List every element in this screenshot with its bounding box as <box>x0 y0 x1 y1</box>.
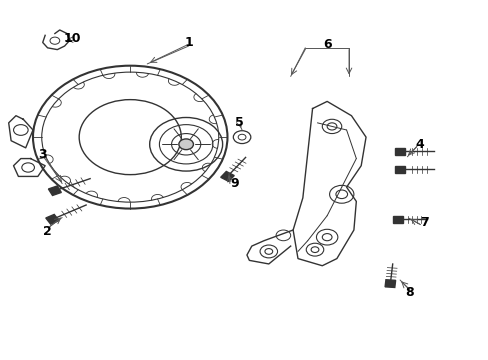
Text: 2: 2 <box>43 225 52 238</box>
Text: 1: 1 <box>184 36 193 49</box>
Polygon shape <box>220 171 234 181</box>
Text: 4: 4 <box>414 138 423 151</box>
Text: 5: 5 <box>235 116 244 129</box>
Polygon shape <box>48 186 61 195</box>
Polygon shape <box>46 215 59 224</box>
Polygon shape <box>394 148 404 155</box>
Polygon shape <box>392 216 402 223</box>
Text: 6: 6 <box>322 38 331 51</box>
Circle shape <box>179 139 193 150</box>
Polygon shape <box>394 166 404 173</box>
Text: 7: 7 <box>419 216 428 229</box>
Text: 8: 8 <box>405 286 413 299</box>
Text: 9: 9 <box>230 177 239 190</box>
Polygon shape <box>385 280 395 288</box>
Text: 10: 10 <box>63 32 81 45</box>
Text: 3: 3 <box>39 148 47 162</box>
